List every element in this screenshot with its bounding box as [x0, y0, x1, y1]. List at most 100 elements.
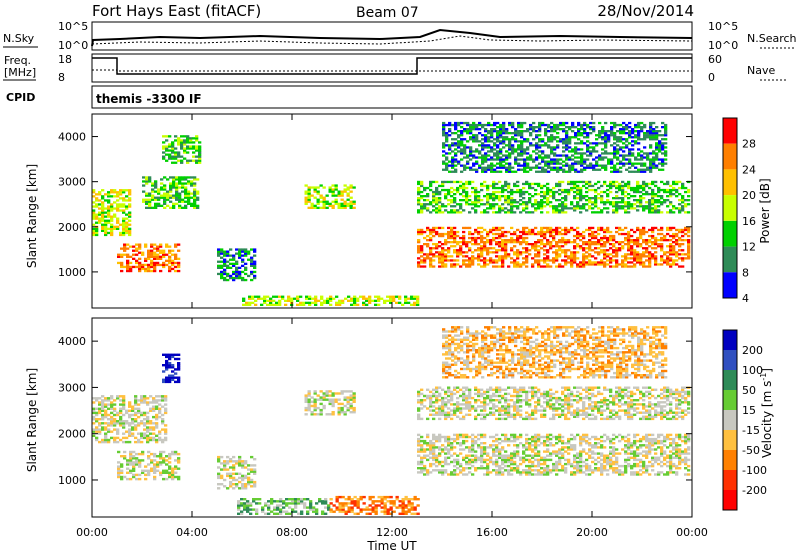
- heatmap-cell: [513, 182, 517, 186]
- heatmap-cell: [229, 258, 233, 261]
- heatmap-cell: [681, 207, 685, 210]
- heatmap-cell: [279, 500, 283, 503]
- heatmap-cell: [463, 152, 467, 155]
- heatmap-cell: [229, 276, 233, 280]
- heatmap-cell: [649, 121, 653, 125]
- heatmap-cell: [495, 190, 499, 194]
- heatmap-cell: [574, 150, 578, 153]
- heatmap-cell: [453, 199, 457, 202]
- heatmap-cell: [471, 180, 475, 184]
- heatmap-cell: [655, 156, 659, 159]
- heatmap-cell: [137, 411, 141, 415]
- heatmap-cell: [223, 278, 227, 282]
- heatmap-cell: [600, 209, 604, 212]
- heatmap-cell: [627, 234, 631, 238]
- heatmap-cell: [666, 251, 670, 254]
- heatmap-cell: [92, 209, 96, 212]
- heatmap-cell: [625, 146, 629, 149]
- heatmap-cell: [582, 230, 586, 234]
- heatmap-cell: [349, 398, 353, 401]
- heatmap-cell: [657, 209, 661, 212]
- heatmap-cell: [658, 140, 662, 143]
- heatmap-cell: [152, 415, 156, 419]
- heatmap-cell: [600, 195, 604, 198]
- heatmap-cell: [547, 166, 551, 169]
- heatmap-cell: [489, 193, 493, 196]
- heatmap-cell: [253, 254, 257, 257]
- heatmap-cell: [98, 203, 102, 206]
- heatmap-cell: [129, 261, 133, 265]
- heatmap-cell: [152, 428, 156, 431]
- heatmap-cell: [356, 303, 360, 306]
- heatmap-cell: [621, 193, 625, 196]
- heatmap-cell: [577, 132, 581, 135]
- heatmap-cell: [145, 194, 149, 197]
- heatmap-cell: [534, 243, 538, 246]
- heatmap-cell: [657, 188, 661, 192]
- heatmap-cell: [684, 253, 688, 256]
- heatmap-cell: [119, 407, 123, 410]
- heatmap-cell: [529, 128, 533, 131]
- heatmap-cell: [516, 201, 520, 204]
- heatmap-cell: [562, 154, 566, 157]
- heatmap-cell: [273, 506, 277, 509]
- heatmap-cell: [158, 407, 162, 410]
- heatmap-cell: [496, 156, 500, 159]
- heatmap-cell: [538, 170, 542, 173]
- heatmap-cell: [190, 184, 194, 187]
- heatmap-cell: [450, 209, 454, 212]
- heatmap-cell: [101, 213, 105, 216]
- heatmap-cell: [523, 166, 527, 169]
- heatmap-cell: [640, 128, 644, 131]
- heatmap-cell: [128, 189, 132, 192]
- heatmap-cell: [504, 257, 508, 260]
- heatmap-cell: [444, 265, 448, 268]
- heatmap-cell: [654, 205, 658, 208]
- heatmap-cell: [574, 132, 578, 135]
- heatmap-cell: [237, 502, 241, 505]
- heatmap-cell: [610, 144, 614, 147]
- heatmap-cell: [507, 230, 511, 234]
- heatmap-cell: [122, 233, 126, 237]
- heatmap-cell: [504, 211, 508, 214]
- heatmap-cell: [122, 197, 126, 200]
- heatmap-cell: [432, 180, 436, 184]
- heatmap-cell: [514, 130, 518, 133]
- heatmap-cell: [469, 166, 473, 169]
- heatmap-cell: [347, 498, 351, 501]
- heatmap-cell: [101, 205, 105, 208]
- heatmap-cell: [456, 249, 460, 252]
- heatmap-cell: [589, 132, 593, 135]
- heatmap-cell: [134, 436, 138, 440]
- heatmap-cell: [346, 396, 350, 399]
- heatmap-cell: [499, 142, 503, 145]
- heatmap-cell: [122, 426, 126, 429]
- heatmap-cell: [168, 249, 172, 252]
- heatmap-cell: [492, 205, 496, 208]
- heatmap-cell: [604, 146, 608, 149]
- heatmap-cell: [555, 257, 559, 260]
- heatmap-cell: [101, 219, 105, 222]
- heatmap-cell: [592, 126, 596, 129]
- heatmap-cell: [528, 211, 532, 214]
- heatmap-cell: [217, 260, 221, 263]
- heatmap-cell: [649, 160, 653, 163]
- heatmap-cell: [171, 475, 175, 479]
- heatmap-cell: [502, 121, 506, 125]
- heatmap-cell: [675, 253, 679, 256]
- heatmap-cell: [128, 415, 132, 419]
- heatmap-cell: [343, 202, 347, 205]
- heatmap-cell: [516, 180, 520, 184]
- heatmap-cell: [244, 487, 248, 490]
- heatmap-cell: [177, 141, 181, 144]
- heatmap-cell: [134, 403, 138, 406]
- heatmap-cell: [161, 422, 165, 425]
- colorbar-tick-label: 16: [742, 215, 756, 228]
- heatmap-cell: [334, 184, 338, 187]
- heatmap-cell: [486, 199, 490, 202]
- heatmap-cell: [438, 226, 442, 230]
- heatmap-cell: [138, 265, 142, 269]
- heatmap-cell: [465, 186, 469, 190]
- heatmap-cell: [672, 234, 676, 238]
- heatmap-cell: [655, 152, 659, 155]
